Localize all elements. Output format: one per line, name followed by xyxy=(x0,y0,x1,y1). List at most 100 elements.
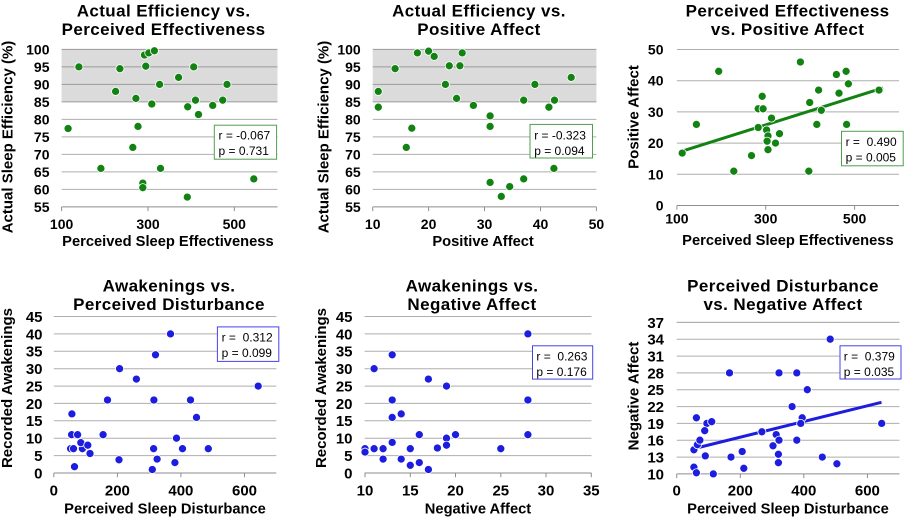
svg-text:Perceived Sleep Disturbance: Perceived Sleep Disturbance xyxy=(64,502,266,518)
svg-text:100: 100 xyxy=(665,211,689,227)
svg-text:Actual Efficiency vs.: Actual Efficiency vs. xyxy=(392,2,566,21)
svg-text:Positive Affect: Positive Affect xyxy=(626,65,643,169)
svg-text:0: 0 xyxy=(673,482,681,499)
svg-text:Actual Sleep Efficiency (%): Actual Sleep Efficiency (%) xyxy=(316,41,333,234)
svg-text:50: 50 xyxy=(648,42,664,58)
svg-text:500: 500 xyxy=(223,216,247,232)
svg-text:10: 10 xyxy=(26,431,43,448)
svg-text:40: 40 xyxy=(648,73,664,89)
svg-text:Negative Affect: Negative Affect xyxy=(425,502,531,518)
svg-text:20: 20 xyxy=(648,135,664,151)
svg-text:40: 40 xyxy=(336,326,353,343)
svg-text:75: 75 xyxy=(345,129,361,145)
svg-text:20: 20 xyxy=(26,396,43,413)
svg-text:vs. Positive Affect: vs. Positive Affect xyxy=(711,20,864,39)
svg-text:15: 15 xyxy=(336,413,353,430)
svg-text:10: 10 xyxy=(365,216,381,232)
svg-text:p = 0.099: p = 0.099 xyxy=(222,346,273,360)
svg-text:Perceived Effectiveness: Perceived Effectiveness xyxy=(686,2,890,21)
svg-text:600: 600 xyxy=(855,482,880,499)
svg-text:20: 20 xyxy=(447,482,464,499)
svg-text:22: 22 xyxy=(647,399,664,416)
svg-text:50: 50 xyxy=(589,216,605,232)
svg-text:r = -0.067: r = -0.067 xyxy=(219,128,271,142)
svg-text:r = -0.323: r = -0.323 xyxy=(534,128,586,142)
svg-text:Actual Efficiency vs.: Actual Efficiency vs. xyxy=(77,2,251,21)
svg-text:95: 95 xyxy=(345,59,361,75)
svg-text:55: 55 xyxy=(345,199,361,215)
svg-text:r = 0.490: r = 0.490 xyxy=(846,135,897,149)
svg-text:20: 20 xyxy=(336,396,353,413)
svg-text:80: 80 xyxy=(345,111,361,127)
svg-text:30: 30 xyxy=(336,361,353,378)
svg-text:p = 0.005: p = 0.005 xyxy=(846,150,897,164)
svg-text:200: 200 xyxy=(105,482,130,499)
svg-text:25: 25 xyxy=(492,482,509,499)
svg-text:100: 100 xyxy=(337,41,361,57)
svg-text:30: 30 xyxy=(26,361,43,378)
svg-text:45: 45 xyxy=(336,309,353,326)
svg-text:200: 200 xyxy=(728,482,753,499)
svg-text:400: 400 xyxy=(168,482,193,499)
svg-text:30: 30 xyxy=(648,104,664,120)
svg-text:0: 0 xyxy=(50,482,58,499)
svg-text:300: 300 xyxy=(136,216,160,232)
svg-text:p = 0.094: p = 0.094 xyxy=(534,144,585,158)
svg-text:Perceived Sleep Effectiveness: Perceived Sleep Effectiveness xyxy=(62,234,273,250)
svg-text:5: 5 xyxy=(34,448,42,465)
svg-text:0: 0 xyxy=(656,198,664,214)
svg-text:r = 0.379: r = 0.379 xyxy=(844,349,895,363)
svg-text:30: 30 xyxy=(477,216,493,232)
svg-text:70: 70 xyxy=(34,146,50,162)
svg-text:Positive Affect: Positive Affect xyxy=(432,234,534,250)
svg-text:60: 60 xyxy=(345,181,361,197)
svg-text:80: 80 xyxy=(34,111,50,127)
svg-text:Negative Affect: Negative Affect xyxy=(625,342,642,451)
svg-text:37: 37 xyxy=(647,315,664,332)
svg-text:Perceived Sleep Disturbance: Perceived Sleep Disturbance xyxy=(687,501,889,517)
svg-text:30: 30 xyxy=(538,482,555,499)
svg-text:45: 45 xyxy=(26,309,43,326)
svg-text:5: 5 xyxy=(344,448,352,465)
svg-text:28: 28 xyxy=(647,365,664,382)
svg-text:34: 34 xyxy=(647,332,664,349)
svg-text:20: 20 xyxy=(421,216,437,232)
svg-text:r = 0.263: r = 0.263 xyxy=(536,349,587,363)
svg-text:0: 0 xyxy=(344,465,352,482)
svg-text:10: 10 xyxy=(357,482,374,499)
svg-text:10: 10 xyxy=(648,166,664,182)
svg-text:Recorded Awakenings: Recorded Awakenings xyxy=(313,308,330,468)
svg-text:Perceived Disturbance: Perceived Disturbance xyxy=(73,295,265,314)
svg-text:85: 85 xyxy=(34,94,50,110)
svg-text:p = 0.176: p = 0.176 xyxy=(536,365,587,379)
svg-text:15: 15 xyxy=(402,482,419,499)
svg-text:Actual Sleep Efficiency (%): Actual Sleep Efficiency (%) xyxy=(0,41,16,234)
svg-text:Negative Affect: Negative Affect xyxy=(407,295,536,314)
svg-text:r = 0.312: r = 0.312 xyxy=(222,331,273,345)
svg-text:10: 10 xyxy=(647,466,664,483)
svg-text:70: 70 xyxy=(345,146,361,162)
svg-text:40: 40 xyxy=(533,216,549,232)
svg-text:35: 35 xyxy=(583,482,600,499)
svg-text:0: 0 xyxy=(34,465,42,482)
svg-text:100: 100 xyxy=(26,41,50,57)
svg-text:Awakenings vs.: Awakenings vs. xyxy=(406,277,539,296)
svg-text:95: 95 xyxy=(34,59,50,75)
svg-text:16: 16 xyxy=(647,433,664,450)
svg-text:Recorded Awakenings: Recorded Awakenings xyxy=(0,308,16,468)
svg-text:25: 25 xyxy=(336,379,353,396)
svg-text:400: 400 xyxy=(791,482,816,499)
svg-text:Perceived Effectiveness: Perceived Effectiveness xyxy=(62,20,266,39)
svg-text:100: 100 xyxy=(50,216,74,232)
svg-text:90: 90 xyxy=(345,76,361,92)
svg-text:65: 65 xyxy=(345,164,361,180)
svg-text:600: 600 xyxy=(232,482,257,499)
svg-text:19: 19 xyxy=(647,416,664,433)
svg-text:Positive Affect: Positive Affect xyxy=(417,20,540,39)
svg-text:25: 25 xyxy=(26,379,43,396)
svg-text:35: 35 xyxy=(336,344,353,361)
svg-text:p = 0.035: p = 0.035 xyxy=(844,365,895,379)
svg-text:55: 55 xyxy=(34,199,50,215)
svg-text:13: 13 xyxy=(647,450,664,467)
svg-text:15: 15 xyxy=(26,413,43,430)
